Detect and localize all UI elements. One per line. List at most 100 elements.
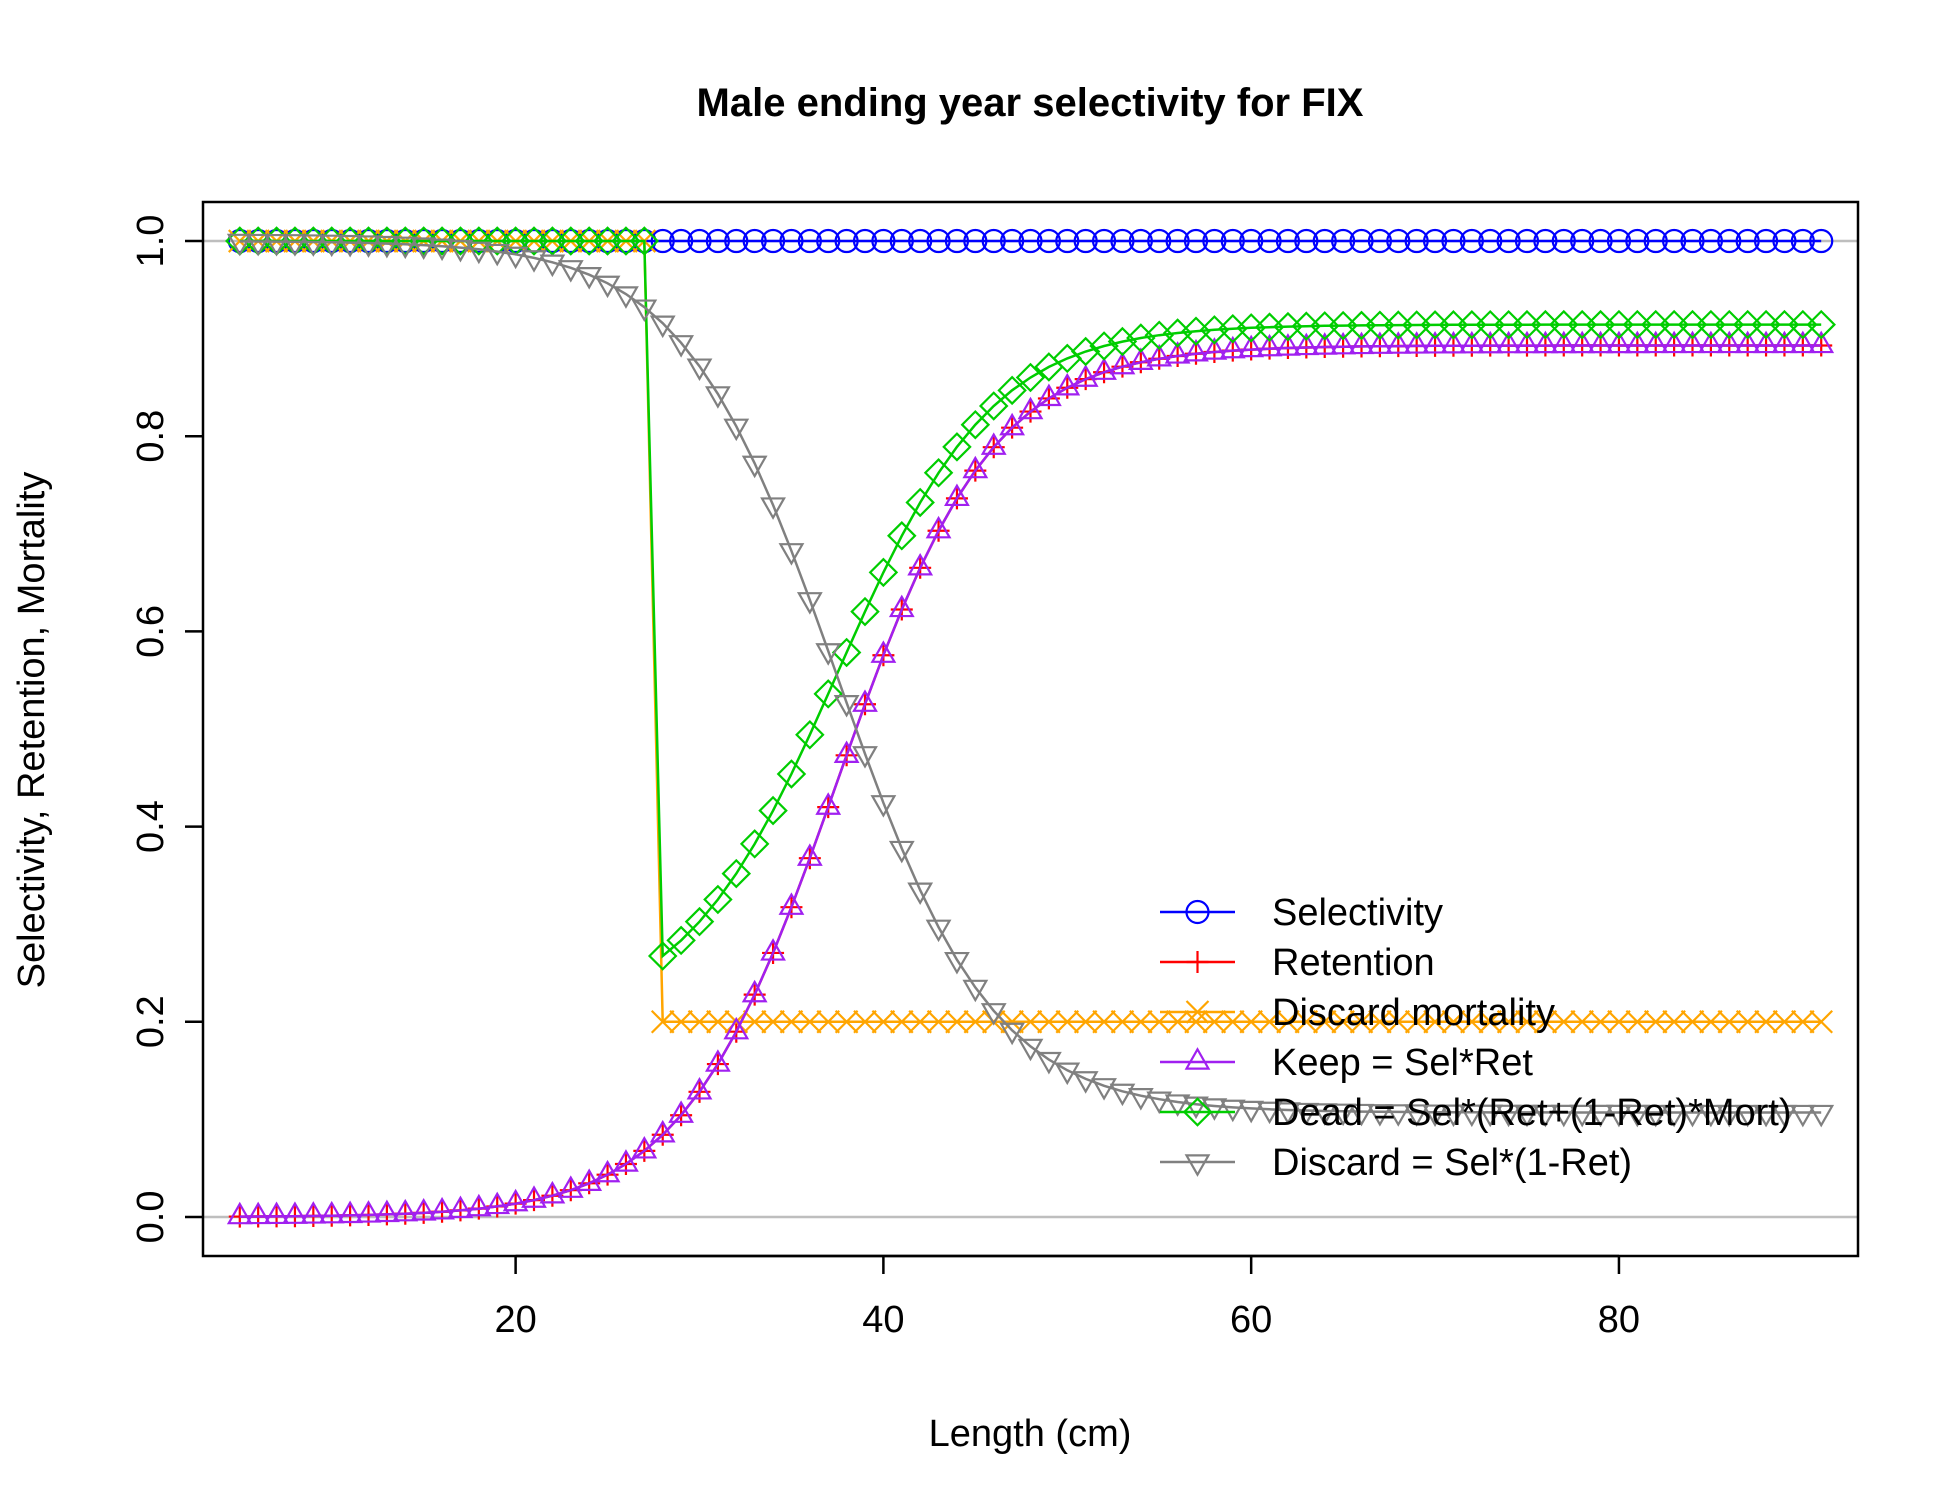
point-mort: [1386, 1010, 1411, 1034]
point-sel: [1349, 228, 1374, 254]
point-mort: [1643, 1010, 1668, 1034]
legend-label: Discard = Sel*(1-Ret): [1272, 1142, 1632, 1184]
point-discard: [1072, 1071, 1099, 1094]
point-mort: [1772, 1010, 1797, 1034]
point-keep: [539, 1180, 566, 1204]
point-mort: [706, 1010, 730, 1034]
point-dead: [684, 906, 715, 937]
point-dead: [1070, 336, 1101, 367]
point-sel: [963, 228, 988, 254]
point-discard: [576, 267, 603, 290]
point-keep: [447, 1195, 474, 1219]
point-keep: [888, 594, 915, 618]
point-sel: [1183, 228, 1209, 254]
point-discard: [447, 239, 474, 263]
point-keep: [925, 515, 952, 539]
point-sel: [1331, 228, 1356, 254]
point-keep: [1293, 332, 1320, 356]
point-keep: [1679, 330, 1706, 354]
point-discard: [1366, 1104, 1393, 1127]
point-mort: [1533, 1010, 1558, 1034]
legend-marker: [1184, 1047, 1211, 1070]
point-keep: [1127, 347, 1154, 370]
point-mort: [816, 1010, 840, 1034]
x-axis: 20 40 60 80: [494, 1254, 1640, 1341]
point-keep: [962, 455, 989, 479]
point-dead: [960, 409, 991, 440]
point-keep: [263, 1201, 290, 1225]
point-sel: [1588, 228, 1613, 254]
point-keep: [944, 483, 970, 507]
point-keep: [576, 1168, 603, 1191]
point-sel: [889, 228, 914, 254]
point-dead: [850, 596, 880, 627]
point-mort: [1404, 1010, 1429, 1034]
point-mort: [1791, 1010, 1815, 1034]
point-sel: [1000, 228, 1025, 254]
point-discard: [613, 286, 639, 309]
point-mort: [1515, 1010, 1539, 1034]
point-sel: [1698, 228, 1723, 254]
point-sel: [1055, 228, 1080, 254]
point-discard: [870, 795, 897, 818]
point-discard: [925, 919, 952, 943]
point-discard: [1569, 1104, 1596, 1128]
point-sel: [1294, 228, 1319, 254]
point-mort: [1552, 1010, 1576, 1034]
point-sel: [1404, 228, 1429, 254]
point-keep: [1054, 372, 1081, 396]
point-keep: [613, 1149, 639, 1172]
series-discard: [226, 233, 1835, 1128]
series-line-keep: [239, 344, 1822, 1218]
point-keep: [1146, 343, 1173, 367]
x-axis-label: Length (cm): [929, 1413, 1132, 1455]
point-discard: [1661, 1104, 1688, 1128]
point-discard: [704, 386, 731, 409]
point-keep: [980, 432, 1007, 455]
point-mort: [926, 1010, 951, 1034]
point-sel: [1367, 228, 1392, 254]
point-mort: [853, 1010, 877, 1034]
point-sel: [1753, 228, 1779, 254]
point-mort: [1221, 1010, 1245, 1034]
point-keep: [723, 1016, 750, 1040]
point-mort: [1184, 1010, 1208, 1034]
point-discard: [980, 1003, 1007, 1026]
y-tick-label: 0.4: [130, 800, 172, 853]
point-dead: [739, 829, 770, 859]
x-tick-label: 40: [862, 1299, 904, 1341]
point-discard: [1606, 1104, 1632, 1128]
point-discard: [1532, 1104, 1559, 1128]
point-keep: [704, 1049, 731, 1072]
point-sel: [1514, 228, 1540, 254]
point-discard: [1642, 1104, 1669, 1128]
series-layer: [225, 226, 1836, 1228]
point-keep: [1532, 330, 1559, 354]
point-mort: [1055, 1010, 1080, 1034]
legend-label: Selectivity: [1272, 892, 1443, 934]
point-discard: [1753, 1104, 1779, 1128]
point-sel: [1165, 228, 1190, 254]
point-sel: [650, 228, 675, 254]
point-sel: [1625, 228, 1650, 254]
y-tick-label: 0.6: [130, 605, 172, 658]
point-mort: [1423, 1010, 1447, 1034]
point-keep: [1219, 335, 1246, 359]
point-mort: [1754, 1010, 1778, 1034]
point-sel: [1496, 228, 1521, 254]
point-keep: [300, 1201, 327, 1224]
point-keep: [1017, 396, 1044, 420]
point-keep: [594, 1159, 621, 1183]
point-keep: [557, 1175, 584, 1198]
point-keep: [1201, 337, 1228, 360]
point-discard: [373, 235, 400, 259]
point-keep: [1311, 332, 1338, 355]
point-discard: [1587, 1104, 1614, 1128]
point-discard: [631, 299, 658, 323]
point-discard: [944, 951, 970, 975]
point-sel: [1441, 228, 1466, 254]
point-dead: [629, 226, 660, 256]
point-sel: [1772, 228, 1797, 254]
point-discard: [282, 234, 308, 257]
point-sel: [1643, 228, 1668, 254]
